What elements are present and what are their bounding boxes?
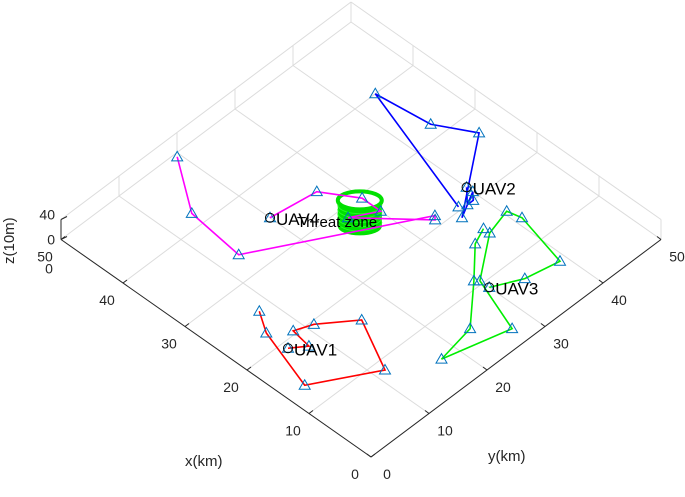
path-uav1 [258,311,387,387]
labels: x(km) y(km) z(10m) Threat zone UAV1 UAV2 U… [1,179,538,470]
x-tick-label: 20 [223,379,239,395]
y-tick-label: 10 [437,423,453,439]
threat-zone-ring [337,217,383,228]
waypoint-marker [185,206,199,218]
y-tick-mark [598,279,604,284]
waypoint-marker [298,378,312,390]
waypoint-marker [307,317,321,329]
x-tick-label: 10 [285,423,301,439]
path-uav2 [374,93,481,219]
waypoint-marker [302,339,316,351]
z-tick-label: 40 [39,207,55,223]
grid-line-x [308,195,600,414]
x-tick-mark [308,410,314,414]
waypoint-marker [259,326,273,338]
x-axis-label: x(km) [185,453,223,470]
z-tick-mark [60,216,68,220]
waypoint-marker [310,185,324,197]
waypoint-marker [435,352,448,364]
start-point-marker [484,282,495,293]
x-tick-label: 30 [161,336,177,352]
start-point-marker [461,182,472,193]
grid-line-x [184,108,476,327]
wall-top-edge [350,1,662,220]
y-tick-mark [482,366,488,371]
threat-zone-label: Threat zone [297,214,377,231]
waypoint-marker [472,126,486,138]
grid-line-y [118,195,430,414]
threat-zone-ring [337,204,383,215]
y-tick-label: 30 [553,336,569,352]
waypoint-marker [378,363,392,375]
x-tick-label: 0 [351,466,359,482]
start-point-marker [265,212,275,223]
y-tick-label: 40 [611,292,627,308]
grid-line-y [176,152,488,371]
x-tick-mark [370,453,376,458]
waypoint-marker [355,313,369,325]
grid [60,1,662,458]
uav-label-uav3: UAV3 [495,279,538,298]
x-tick-label: 50 [37,249,53,265]
waypoint-marker [424,117,438,129]
z-axis-label: z(10m) [1,217,18,264]
waypoint-marker [374,204,388,216]
x-axis-line [60,239,372,458]
x-tick-mark [246,366,252,371]
waypoint-marker [505,322,519,334]
wall-top-edge [60,1,352,220]
waypoint-marker [468,237,482,249]
y-tick-mark [656,236,662,240]
grid-line-x [122,65,414,284]
waypoint-marker [170,150,184,162]
waypoint-marker [463,322,477,334]
waypoint-marker [368,87,382,99]
waypoint-marker [477,222,490,234]
waypoint-marker [341,211,355,223]
grid-line-x [60,21,352,240]
waypoint-marker [355,191,369,203]
y-axis-label: y(km) [488,448,526,465]
y-axis-line [370,239,662,458]
waypoint-marker [518,272,532,284]
path-uav4 [176,156,436,256]
x-tick-mark [184,323,190,327]
waypoint-marker [553,254,567,266]
path-uav3 [440,210,562,360]
waypoint-marker [428,209,442,221]
waypoint-marker [452,200,465,212]
y-tick-mark [366,453,372,458]
uav-label-uav1: UAV1 [294,340,337,359]
z-tick-label: 0 [47,232,55,248]
grid-line-y [292,65,604,284]
uav-label-uav2: UAV2 [473,179,516,198]
waypoint-marker [467,274,481,286]
waypoint-marker [286,324,300,336]
grid-line-y [234,108,546,327]
z-origin-label: 0 [45,261,53,277]
waypoint-marker [455,211,469,223]
y-tick-mark [424,410,430,414]
series-group [170,87,567,390]
waypoint-marker [466,193,480,205]
waypoint-marker [515,211,529,223]
y-tick-mark [540,323,546,327]
y-tick-label: 20 [495,379,511,395]
z-tick-mark [60,236,68,240]
waypoint-marker [252,304,266,316]
waypoint-marker [500,204,514,216]
uav-label-uav4: UAV4 [276,210,319,229]
threat-zone-ring [337,213,383,223]
grid-line-y [350,21,662,240]
start-point-marker [283,343,293,354]
waypoint-marker [232,248,246,260]
y-tick-label: 0 [383,466,391,482]
x-tick-mark [122,279,128,284]
x-tick-label: 40 [99,292,115,308]
y-tick-label: 50 [669,249,685,265]
